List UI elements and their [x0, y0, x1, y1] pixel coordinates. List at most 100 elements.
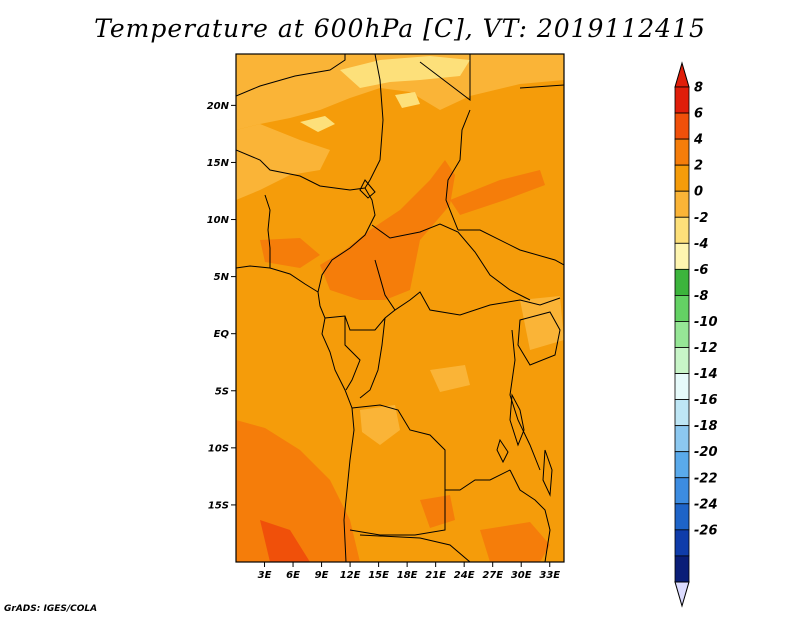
border-chad-sudan	[445, 109, 471, 231]
lat-tick-label: 20N	[207, 101, 230, 112]
lat-tick-label: 10N	[207, 215, 230, 226]
map-title: Temperature at 600hPa [C], VT: 201911241…	[94, 14, 706, 43]
colorbar-level-label: -24	[694, 497, 718, 512]
border-libya-chad	[419, 54, 471, 102]
lon-tick-label: 6E	[286, 570, 300, 581]
lat-tick-label: 15S	[208, 500, 229, 511]
colorbar-level-label: -14	[694, 367, 718, 382]
field-light-east	[520, 296, 564, 350]
lat-tick-label: 10S	[208, 443, 229, 454]
colorbar-swatch	[674, 138, 690, 166]
colorbar-swatch	[674, 294, 690, 322]
border-gabon-congo-north	[324, 309, 396, 331]
field-pale-patch-2	[395, 92, 420, 108]
colorbar-level-label: -6	[694, 263, 708, 278]
field-warm-central	[320, 160, 455, 300]
colorbar-level-label: -12	[694, 341, 718, 356]
border-car-south	[374, 259, 561, 316]
colorbar-level-label: -22	[694, 471, 718, 486]
credit-text: GrADS: IGES/COLA	[4, 604, 98, 614]
colorbar-swatch	[674, 112, 690, 140]
field-hot-southwest	[260, 520, 310, 562]
field-warm-south	[420, 495, 455, 528]
border-egypt-sudan	[519, 84, 564, 89]
colorbar-level-label: 6	[694, 107, 703, 122]
border-car-north	[371, 223, 531, 301]
lon-tick-label: 33E	[539, 570, 560, 581]
colorbar-swatch	[674, 555, 690, 583]
colorbar-swatch	[674, 503, 690, 531]
lon-tick-label: 24E	[454, 570, 475, 581]
lon-tick-label: 18E	[397, 570, 418, 581]
field-warm-west	[260, 238, 320, 268]
lon-tick-label: 3E	[258, 570, 272, 581]
lat-tick-label: EQ	[214, 329, 230, 340]
colorbar-level-label: 4	[693, 133, 703, 148]
field-light-north	[236, 54, 564, 130]
border-gabon-congo	[344, 316, 361, 391]
colorbar-level-label: 2	[694, 159, 703, 174]
map-frame	[235, 53, 565, 563]
lake-malawi	[542, 449, 553, 497]
colorbar-level-label: -8	[694, 289, 708, 304]
colorbar-swatch	[674, 321, 690, 348]
field-warm-southeast	[480, 522, 550, 562]
lon-tick-label: 30E	[511, 570, 532, 581]
colorbar-bottom-arrow	[674, 581, 690, 608]
colorbar: 8 6 4 2 0 -2 -4 -6 -8 -10 -12 -14 -16 -18 -20 -22 -24 -26	[674, 61, 718, 608]
colorbar-level-label: -26	[694, 523, 718, 538]
colorbar-swatch	[674, 190, 690, 218]
colorbar-swatch	[674, 242, 690, 270]
longitude-axis: 3E 6E 9E 12E 15E 18E 21E 24E 27E 30E 33E	[258, 562, 560, 581]
lon-tick-label: 9E	[315, 570, 329, 581]
border-south-sudan	[458, 229, 564, 266]
latitude-axis: 20N 15N 10N 5N EQ 5S 10S 15S	[207, 101, 236, 511]
field-light-interior	[360, 405, 400, 445]
coastlines-borders	[236, 54, 564, 562]
lat-tick-label: 5S	[215, 386, 229, 397]
colorbar-swatch	[674, 451, 690, 479]
colorbar-swatch	[674, 268, 690, 296]
colorbar-swatch	[674, 164, 690, 192]
colorbar-top-arrow	[674, 61, 690, 88]
colorbar-swatch	[674, 216, 690, 244]
border-niger-nigeria	[236, 149, 366, 191]
lon-tick-label: 21E	[425, 570, 446, 581]
field-light-northwest	[236, 124, 330, 200]
colorbar-level-label: -4	[694, 237, 708, 252]
lake-chad	[359, 179, 376, 199]
colorbar-level-label: -10	[694, 315, 718, 330]
colorbar-swatch	[674, 373, 690, 400]
colorbar-level-label: 8	[694, 81, 703, 96]
lake-mweru	[496, 438, 509, 464]
border-congo-drc	[359, 317, 386, 399]
lon-tick-label: 12E	[340, 570, 361, 581]
border-angola-zambia	[349, 490, 446, 536]
border-nigeria-cameroon	[317, 187, 376, 293]
border-drc-east	[509, 329, 541, 471]
colorbar-swatch	[674, 529, 690, 557]
border-north-west	[236, 54, 346, 97]
lat-tick-label: 15N	[207, 158, 230, 169]
lon-tick-label: 15E	[368, 570, 389, 581]
colorbar-level-label: -18	[694, 419, 718, 434]
colorbar-level-label: -16	[694, 393, 718, 408]
border-benin-nigeria	[264, 194, 271, 268]
colorbar-swatch	[674, 477, 690, 505]
colorbar-swatch	[674, 399, 690, 427]
field-pale-north	[340, 56, 470, 88]
lake-tanganyika	[509, 393, 525, 447]
colorbar-level-label: -20	[694, 445, 718, 460]
colorbar-swatch	[674, 425, 690, 453]
border-zambia-east	[509, 469, 551, 562]
border-angola-namibia	[359, 534, 471, 562]
field-pale-patch	[300, 116, 335, 132]
lake-victoria	[517, 311, 561, 366]
coastline-west	[236, 265, 355, 562]
colorbar-swatch	[674, 347, 690, 374]
colorbar-level-label: -2	[694, 211, 708, 226]
border-angola-drc	[351, 404, 511, 491]
field-light-interior-2	[430, 365, 470, 392]
lon-tick-label: 27E	[482, 570, 503, 581]
